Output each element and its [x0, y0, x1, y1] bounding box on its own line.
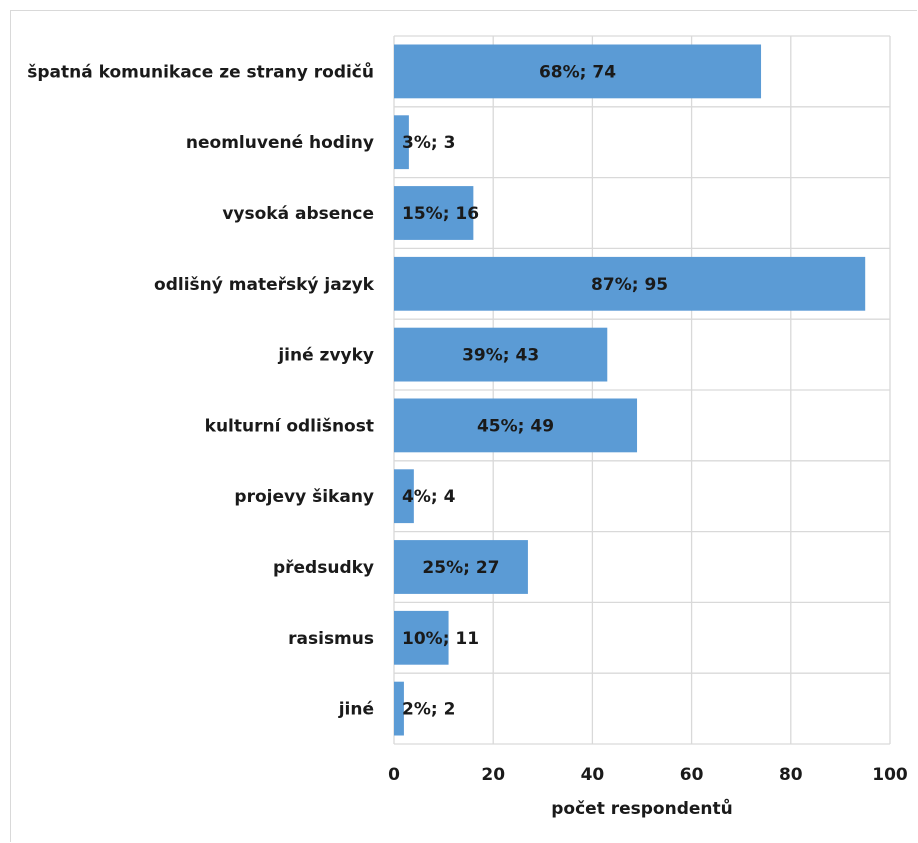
category-label: kulturní odlišnost [205, 416, 374, 436]
bar [394, 540, 528, 594]
category-labels: špatná komunikace ze strany rodičů neomlu… [27, 60, 374, 719]
x-tick-label: 60 [680, 765, 704, 785]
bar [394, 681, 404, 736]
category-label: předsudky [273, 558, 374, 578]
data-label: 3%; 3 [402, 133, 455, 153]
data-label: 25%; 27 [422, 558, 499, 578]
category-label: špatná komunikace ze strany rodičů [27, 60, 374, 82]
x-tick-labels: 0 20 40 60 80 100 [388, 765, 908, 785]
category-label: rasismus [288, 629, 374, 649]
x-tick-label: 80 [779, 765, 803, 785]
data-label: 39%; 43 [462, 346, 539, 366]
x-tick-label: 100 [872, 765, 908, 785]
bar [394, 256, 866, 311]
category-label: neomluvené hodiny [186, 133, 374, 153]
bar [394, 398, 638, 453]
bar [394, 610, 449, 665]
x-axis-title: počet respondentů [551, 797, 733, 819]
bar [394, 44, 762, 99]
x-tick-label: 20 [481, 765, 505, 785]
data-label: 68%; 74 [539, 62, 616, 82]
category-label: jiné zvyky [277, 346, 374, 366]
bar [394, 469, 414, 524]
data-label: 2%; 2 [402, 700, 455, 720]
data-labels: 68%; 74 3%; 3 15%; 16 87%; 95 39%; 43 45%; 49… [402, 62, 668, 719]
data-label: 15%; 16 [402, 204, 479, 224]
category-label: jiné [338, 700, 374, 720]
bar [394, 115, 409, 170]
category-label: vysoká absence [222, 204, 374, 224]
x-tick-label: 0 [388, 765, 400, 785]
grid-lines [393, 35, 891, 745]
chart-frame [10, 10, 917, 842]
bar [394, 327, 608, 382]
category-label: odlišný mateřský jazyk [154, 275, 375, 295]
data-label: 10%; 11 [402, 629, 479, 649]
data-label: 4%; 4 [402, 487, 456, 507]
bar [394, 186, 474, 240]
bars [394, 44, 866, 736]
data-label: 45%; 49 [477, 416, 554, 436]
x-tick-label: 40 [581, 765, 605, 785]
category-label: projevy šikany [234, 487, 374, 507]
data-label: 87%; 95 [591, 275, 668, 295]
